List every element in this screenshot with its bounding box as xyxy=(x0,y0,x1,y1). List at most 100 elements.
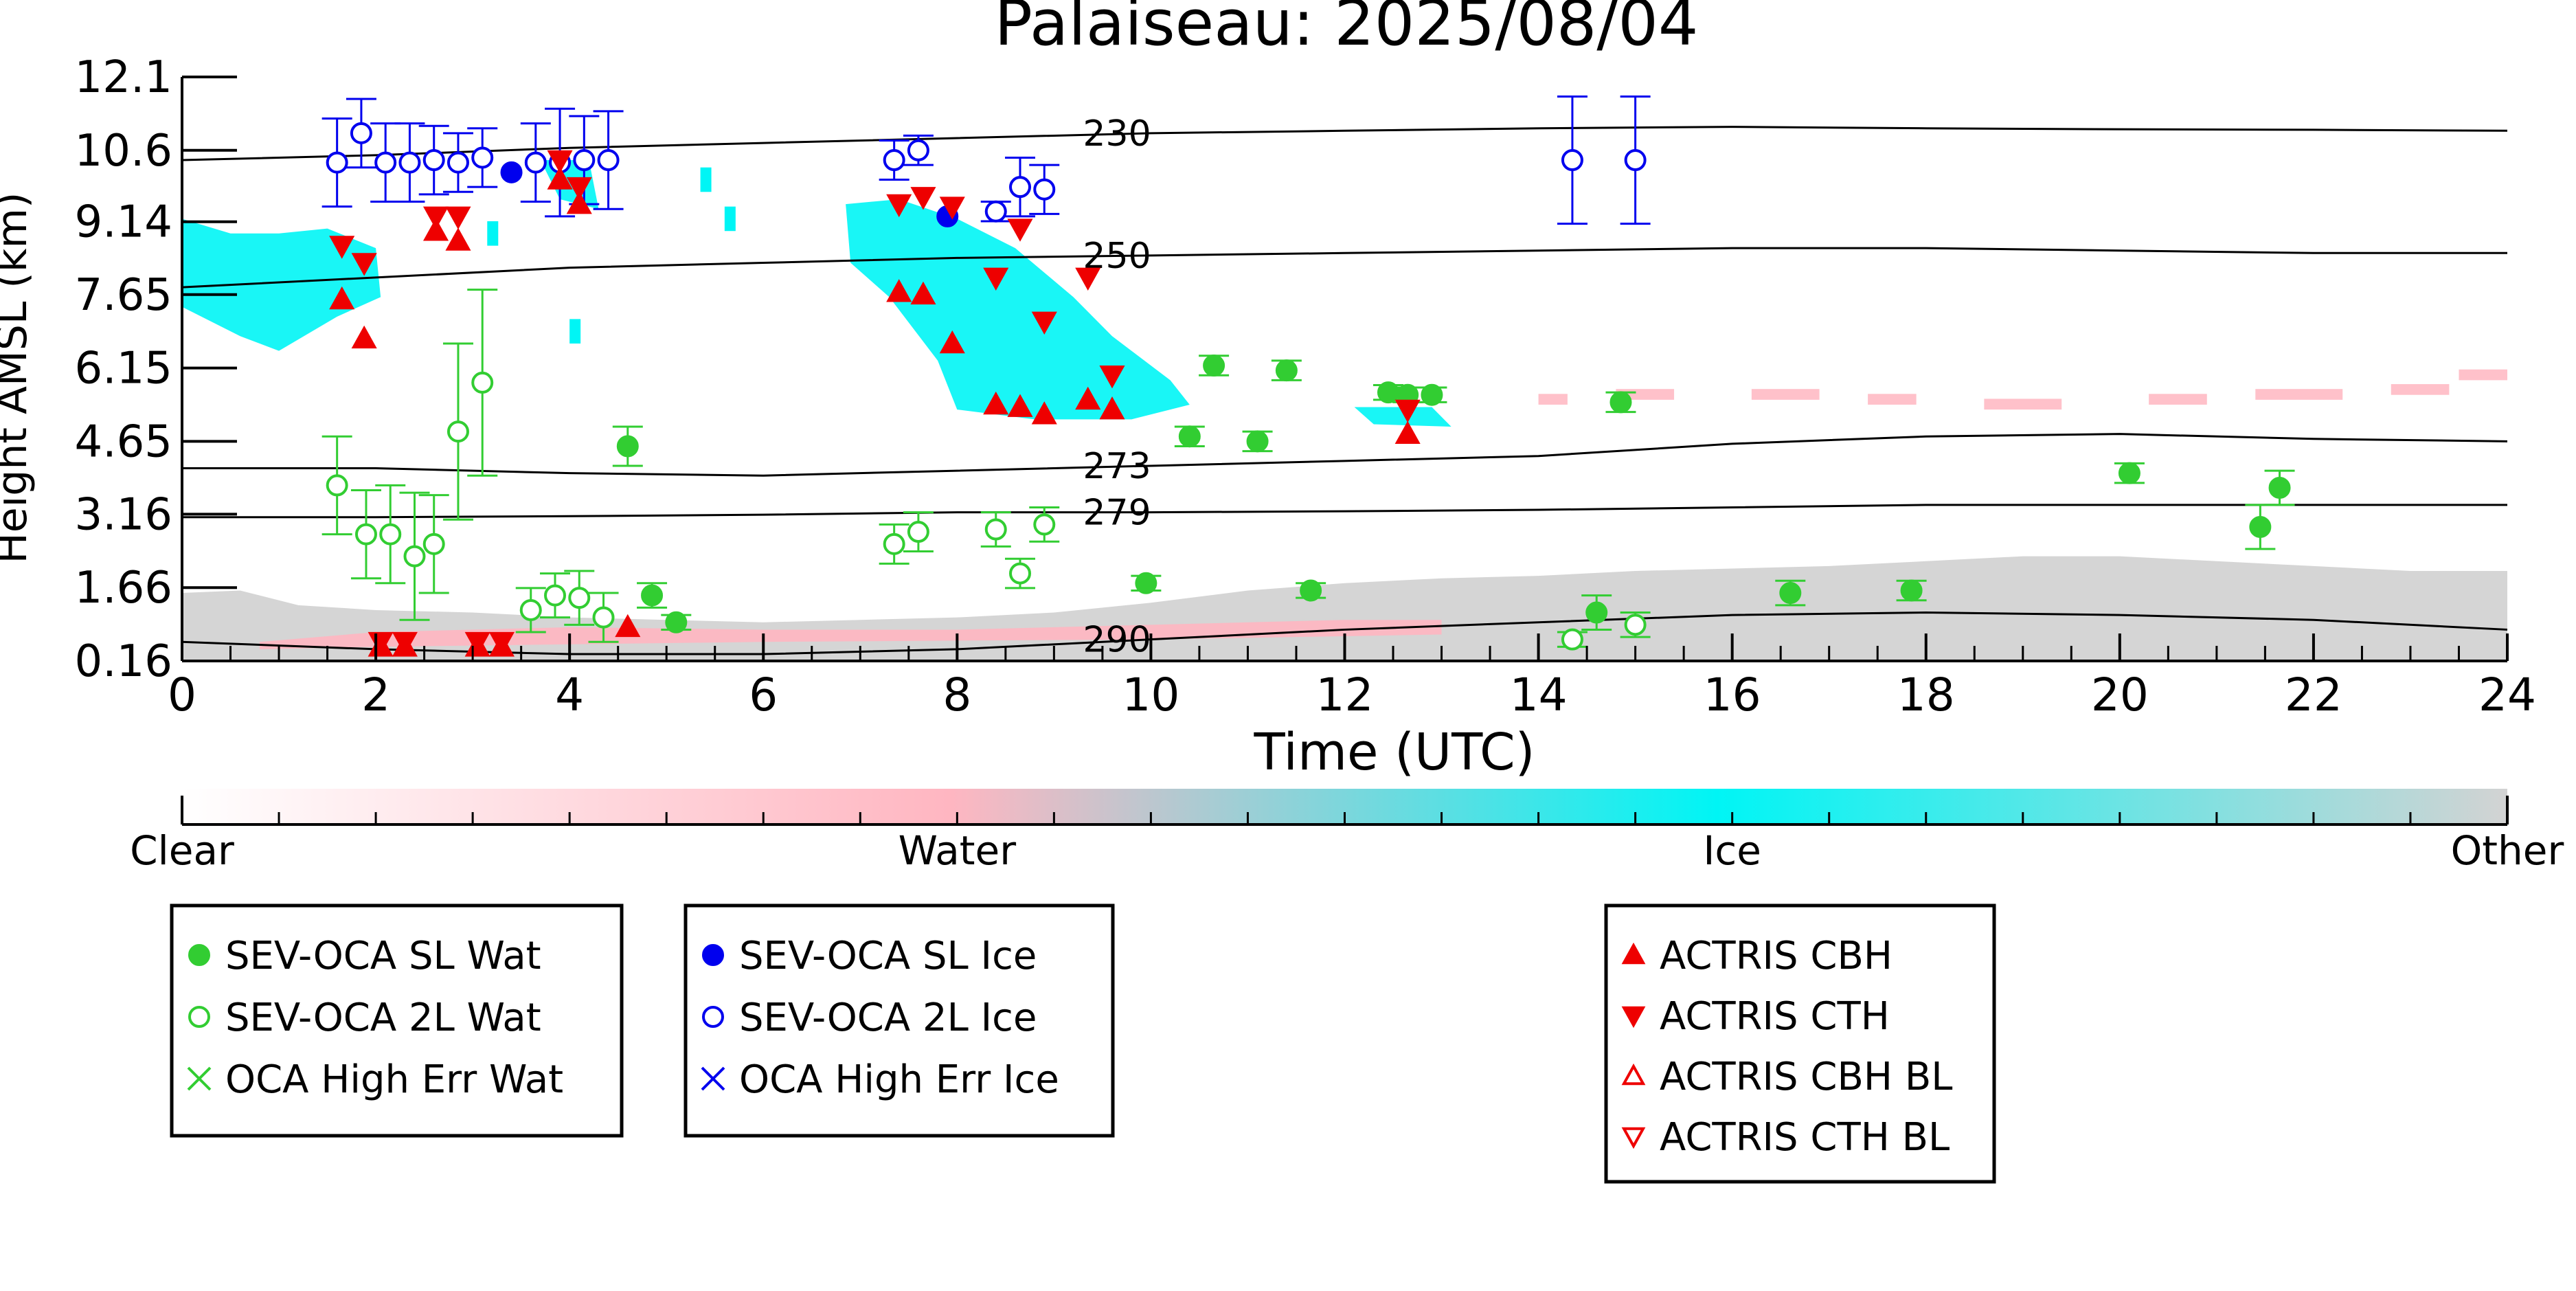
actris-cbh-marker xyxy=(886,279,912,302)
actris-cbh-marker xyxy=(566,191,592,214)
chart-title: Palaiseau: 2025/08/04 xyxy=(995,0,1699,60)
sev-oca-sl-marker xyxy=(616,435,639,458)
x-tick-label: 14 xyxy=(1510,669,1568,721)
actris-cbh-marker xyxy=(445,227,471,251)
actris-cth-marker xyxy=(1075,267,1101,291)
water-region-low xyxy=(259,620,1442,649)
actris-cth-marker xyxy=(488,631,515,655)
actris-cbh-marker xyxy=(983,391,1009,415)
colorbar-label: Ice xyxy=(1703,827,1761,874)
contour-line xyxy=(181,126,2508,161)
x-tick-label: 12 xyxy=(1316,669,1374,721)
water-fragment xyxy=(1538,394,1568,405)
actris-cth-marker xyxy=(910,187,936,210)
actris-cbh-marker xyxy=(351,325,377,349)
x-tick-label: 2 xyxy=(361,669,390,721)
sev-oca-2l-marker xyxy=(1624,614,1647,636)
sev-oca-2l-marker xyxy=(422,149,445,172)
sev-oca-2l-marker xyxy=(1624,149,1647,172)
legend-marker xyxy=(188,944,210,966)
x-tick-label: 16 xyxy=(1704,669,1761,721)
sev-oca-sl-marker xyxy=(1609,391,1632,414)
sev-oca-2l-marker xyxy=(447,420,469,443)
sev-oca-sl-marker xyxy=(1585,601,1608,624)
contour-label: 279 xyxy=(1083,493,1151,534)
x-tick-label: 4 xyxy=(555,669,584,721)
contour-line xyxy=(181,247,2507,289)
legend-box xyxy=(1604,903,1996,1184)
sev-oca-sl-marker xyxy=(1779,582,1802,605)
sev-oca-2l-marker xyxy=(374,151,397,174)
legend-label: ACTRIS CBH xyxy=(1660,934,1893,978)
actris-cth-marker xyxy=(445,206,471,229)
actris-cbh-marker xyxy=(939,330,965,354)
legend-marker xyxy=(702,944,724,966)
sev-oca-sl-marker xyxy=(1246,430,1269,453)
x-tick-label: 8 xyxy=(942,669,971,721)
sev-oca-2l-marker xyxy=(524,151,547,174)
contour-label: 273 xyxy=(1083,446,1151,487)
sev-oca-2l-marker xyxy=(573,149,596,172)
axes: 0 2 4 6 8 10 12 14 16 18 20 22 240.161.663.164.656.1… xyxy=(75,52,2536,721)
actris-cth-marker xyxy=(464,631,490,655)
sev-oca-2l-marker xyxy=(422,532,445,555)
x-tick-label: 10 xyxy=(1122,669,1179,721)
legend-label: OCA High Err Ice xyxy=(739,1057,1059,1102)
ice-region xyxy=(182,218,381,351)
sev-oca-2l-marker xyxy=(354,523,377,546)
sev-oca-sl-marker xyxy=(665,611,688,633)
ice-fragment xyxy=(569,319,581,344)
actris-cth-marker xyxy=(351,253,377,276)
y-tick-label: 10.6 xyxy=(75,126,173,177)
actris-cth-marker xyxy=(547,150,573,174)
legend: SEV-OCA SL Wat SEV-OCA 2L Wat OCA High Err… xyxy=(170,903,1996,1184)
sev-oca-2l-marker xyxy=(1033,513,1056,536)
sev-oca-sl-marker xyxy=(1900,579,1923,602)
sev-oca-2l-marker xyxy=(883,149,905,172)
x-tick-label: 6 xyxy=(749,669,778,721)
ice-fragment xyxy=(724,206,736,232)
actris-cbh-marker xyxy=(910,281,936,305)
sev-oca-sl-marker xyxy=(641,584,664,607)
y-tick-label: 12.1 xyxy=(75,52,173,103)
legend-marker xyxy=(187,1066,212,1091)
sev-oca-2l-marker xyxy=(1561,628,1583,651)
actris-cbh-marker xyxy=(547,166,573,190)
water-fragment xyxy=(2459,369,2507,381)
actris-cth-marker xyxy=(1007,218,1033,242)
sev-oca-2l-marker xyxy=(326,474,348,497)
sev-oca-2l-marker xyxy=(403,545,426,568)
sev-oca-2l-marker xyxy=(568,587,591,609)
ice-fragment xyxy=(700,167,712,192)
sev-oca-sl-marker xyxy=(1178,425,1201,448)
sev-oca-2l-marker xyxy=(1561,149,1583,172)
sev-oca-2l-marker xyxy=(907,139,929,161)
sev-oca-2l-marker xyxy=(326,151,348,174)
actris-cth-marker xyxy=(422,206,449,229)
x-tick-label: 0 xyxy=(168,669,196,721)
sev-oca-2l-marker xyxy=(379,523,402,546)
colorbar: Clear Water Ice Other xyxy=(130,789,2564,874)
contour-line xyxy=(182,433,2508,477)
water-fragment xyxy=(1751,389,1820,400)
y-axis-label: Height AMSL (km) xyxy=(0,192,36,564)
contour-line xyxy=(182,504,2507,519)
colorbar-label: Other xyxy=(2451,827,2564,874)
legend-box xyxy=(683,903,1115,1138)
legend-label: OCA High Err Wat xyxy=(225,1057,563,1102)
sev-oca-2l-marker xyxy=(471,371,494,394)
legend-label: SEV-OCA 2L Ice xyxy=(739,996,1037,1040)
sev-oca-sl-marker xyxy=(1203,355,1225,377)
actris-cth-marker xyxy=(939,197,965,220)
x-axis-label: Time (UTC) xyxy=(1253,723,1535,782)
actris-cth-marker xyxy=(329,236,355,259)
sev-oca-2l-marker xyxy=(907,521,929,543)
water-fragment xyxy=(1868,394,1917,405)
legend-label: SEV-OCA 2L Wat xyxy=(225,996,541,1040)
actris-cth-marker xyxy=(886,194,912,218)
sev-oca-sl-marker xyxy=(2268,476,2291,499)
sev-oca-2l-marker xyxy=(984,200,1007,223)
sev-oca-2l-marker xyxy=(984,518,1007,541)
